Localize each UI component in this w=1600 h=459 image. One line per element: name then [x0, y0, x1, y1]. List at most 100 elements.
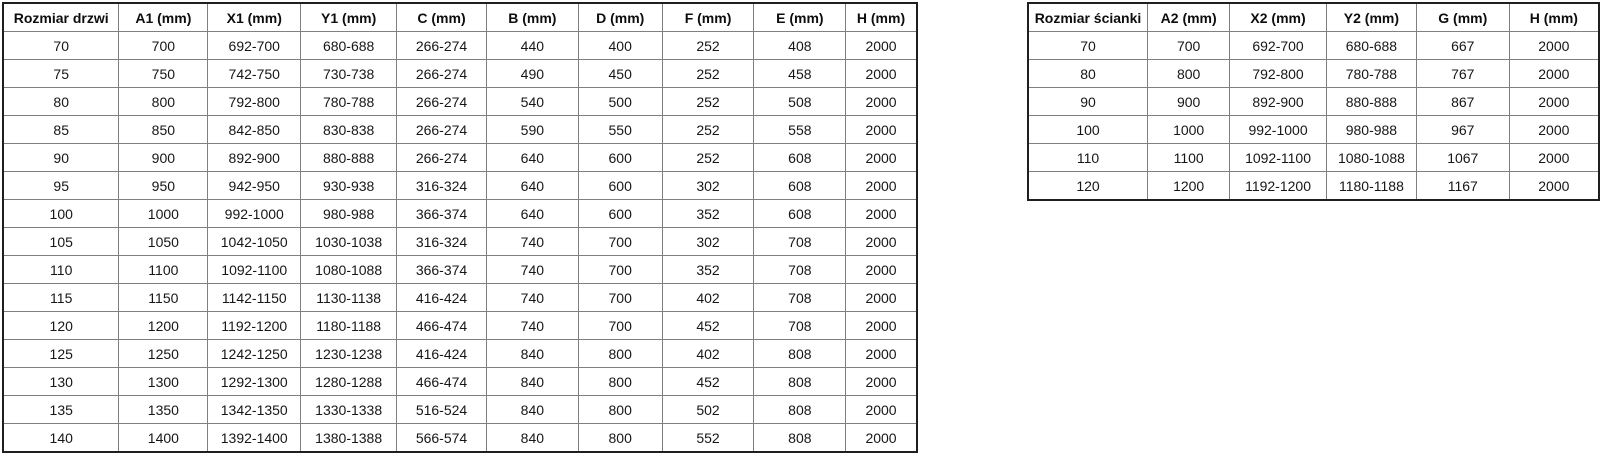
table-cell: 880-888	[1325, 87, 1417, 116]
table-row: 120 1200 1192-1200 1180-1188 466-474 740 700 45…	[2, 311, 918, 340]
table-cell: 850	[118, 115, 209, 144]
table-cell: 552	[661, 423, 755, 453]
table-cell: 2000	[845, 143, 918, 172]
table-cell: 85	[2, 115, 120, 144]
header-row: Rozmiar ścianki A2 (mm) X2 (mm) Y2 (mm) G (m…	[1027, 2, 1600, 32]
table-cell: 302	[661, 227, 755, 256]
table-cell: 266-274	[396, 143, 487, 172]
table-cell: 1392-1400	[207, 423, 302, 453]
table-cell: 808	[753, 395, 847, 424]
table-cell: 402	[661, 339, 755, 368]
table-cell: 1000	[1147, 115, 1231, 144]
table-cell: 880-888	[300, 143, 398, 172]
table-cell: 1030-1038	[300, 227, 398, 256]
table-cell: 600	[577, 143, 663, 172]
table-cell: 740	[485, 227, 579, 256]
table-row: 125 1250 1242-1250 1230-1238 416-424 840 800 40…	[2, 339, 918, 368]
table-cell: 1167	[1415, 171, 1510, 201]
table-cell: 840	[485, 423, 579, 453]
table-cell: 1050	[118, 227, 209, 256]
table-cell: 1292-1300	[207, 367, 302, 396]
table-cell: 130	[2, 367, 120, 396]
table-cell: 740	[485, 283, 579, 312]
table-cell: 2000	[845, 199, 918, 228]
table-cell: 1100	[118, 255, 209, 284]
table-cell: 730-738	[300, 59, 398, 88]
column-header: X2 (mm)	[1229, 2, 1327, 32]
column-header: H (mm)	[845, 2, 918, 32]
table-cell: 125	[2, 339, 120, 368]
table-cell: 366-374	[396, 199, 487, 228]
table-cell: 1342-1350	[207, 395, 302, 424]
table-row: 115 1150 1142-1150 1130-1138 416-424 740 700 40…	[2, 283, 918, 312]
table-cell: 316-324	[396, 171, 487, 200]
table-cell: 1380-1388	[300, 423, 398, 453]
table-cell: 110	[2, 255, 120, 284]
table-row: 130 1300 1292-1300 1280-1288 466-474 840 800 45…	[2, 367, 918, 396]
table-cell: 700	[577, 255, 663, 284]
table-row: 140 1400 1392-1400 1380-1388 566-574 840 800 55…	[2, 423, 918, 453]
table-cell: 692-700	[1229, 31, 1327, 60]
table-cell: 680-688	[1325, 31, 1417, 60]
table-cell: 90	[2, 143, 120, 172]
table-cell: 808	[753, 339, 847, 368]
table-cell: 402	[661, 283, 755, 312]
column-header: C (mm)	[396, 2, 487, 32]
table-cell: 100	[2, 199, 120, 228]
table-row: 100 1000 992-1000 980-988 366-374 640 600 352 60…	[2, 199, 918, 228]
table-cell: 792-800	[207, 87, 302, 116]
table-cell: 416-424	[396, 283, 487, 312]
table-cell: 608	[753, 171, 847, 200]
column-header: Y2 (mm)	[1325, 2, 1417, 32]
table-cell: 2000	[1508, 59, 1600, 88]
table-cell: 840	[485, 367, 579, 396]
table-cell: 708	[753, 311, 847, 340]
table-row: 105 1050 1042-1050 1030-1038 316-324 740 700 30…	[2, 227, 918, 256]
table-cell: 608	[753, 199, 847, 228]
table-cell: 867	[1415, 87, 1510, 116]
table-cell: 800	[577, 367, 663, 396]
column-header: D (mm)	[577, 2, 663, 32]
column-header: Rozmiar drzwi	[2, 2, 120, 32]
table-cell: 80	[1027, 59, 1149, 88]
table-cell: 2000	[845, 59, 918, 88]
table-cell: 75	[2, 59, 120, 88]
table-cell: 950	[118, 171, 209, 200]
table-cell: 640	[485, 143, 579, 172]
table-row: 95 950 942-950 930-938 316-324 640 600 302 608 20…	[2, 171, 918, 200]
table-cell: 1192-1200	[1229, 171, 1327, 201]
table-cell: 1242-1250	[207, 339, 302, 368]
table-cell: 608	[753, 143, 847, 172]
table-cell: 2000	[845, 227, 918, 256]
column-header: Y1 (mm)	[300, 2, 398, 32]
table-row: 85 850 842-850 830-838 266-274 590 550 252 558 20…	[2, 115, 918, 144]
table-cell: 1400	[118, 423, 209, 453]
table-cell: 2000	[845, 87, 918, 116]
table-cell: 140	[2, 423, 120, 453]
table-cell: 700	[577, 227, 663, 256]
table-cell: 266-274	[396, 87, 487, 116]
table-cell: 992-1000	[207, 199, 302, 228]
table-cell: 640	[485, 199, 579, 228]
table-cell: 302	[661, 171, 755, 200]
table-cell: 135	[2, 395, 120, 424]
table-cell: 992-1000	[1229, 115, 1327, 144]
column-header: A1 (mm)	[118, 2, 209, 32]
column-header: H (mm)	[1508, 2, 1600, 32]
table-cell: 808	[753, 423, 847, 453]
table-cell: 558	[753, 115, 847, 144]
table-cell: 600	[577, 199, 663, 228]
table-cell: 1180-1188	[1325, 171, 1417, 201]
table-cell: 90	[1027, 87, 1149, 116]
table-cell: 100	[1027, 115, 1149, 144]
table-row: 80 800 792-800 780-788 767 2000	[1027, 59, 1600, 88]
table-cell: 2000	[1508, 115, 1600, 144]
table-cell: 252	[661, 31, 755, 60]
table-cell: 740	[485, 255, 579, 284]
column-header: A2 (mm)	[1147, 2, 1231, 32]
table-cell: 700	[577, 311, 663, 340]
table-cell: 316-324	[396, 227, 487, 256]
table-cell: 440	[485, 31, 579, 60]
table-cell: 740	[485, 311, 579, 340]
